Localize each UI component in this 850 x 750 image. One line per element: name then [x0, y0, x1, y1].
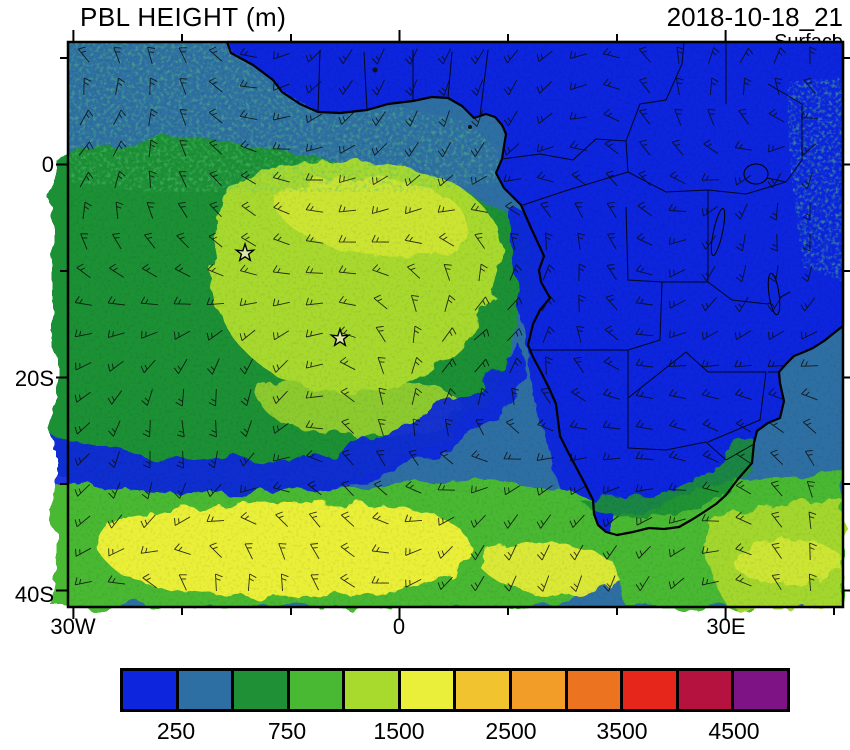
- map-speck: [468, 125, 472, 129]
- colorbar-label: 250: [156, 718, 196, 744]
- colorbar-cell: [623, 668, 679, 712]
- y-tick-label-20s: 20S: [14, 366, 54, 391]
- axis-ticks: [56, 30, 850, 619]
- map-frame: [66, 40, 845, 609]
- colorbar-label: 1500: [373, 718, 425, 744]
- x-tick-label-0: 0: [392, 614, 406, 639]
- colorbar: [120, 668, 790, 712]
- colorbar-cell: [678, 668, 735, 712]
- colorbar-cell: [178, 668, 235, 712]
- colorbar-cell: [289, 668, 346, 712]
- colorbar-cell: [456, 668, 513, 712]
- wind-barbs: [74, 46, 819, 592]
- y-tick-label-40s: 40S: [14, 582, 54, 607]
- x-tick-label-30w: 30W: [50, 614, 96, 639]
- y-tick-label-0: 0: [41, 152, 54, 177]
- map-area: [53, 30, 850, 619]
- colorbar-cell: [234, 668, 290, 712]
- colorbar-cell: [734, 668, 790, 712]
- colorbar-cell: [400, 668, 457, 712]
- colorbar-label: 2500: [485, 718, 537, 744]
- grain-overlay: [68, 42, 843, 607]
- colorbar-label: 3500: [596, 718, 648, 744]
- colorbar-cell: [345, 668, 401, 712]
- colorbar-label: 750: [267, 718, 307, 744]
- colorbar-cell: [512, 668, 568, 712]
- plot-title: PBL HEIGHT (m): [80, 2, 287, 32]
- x-tick-label-30e: 30E: [706, 614, 746, 639]
- map-speck: [372, 67, 378, 73]
- map-canvas: [53, 30, 850, 619]
- country-borders: [317, 41, 803, 461]
- lake-tanganyika: [710, 208, 726, 256]
- colorbar-cell: [120, 668, 179, 712]
- plot-datetime: 2018-10-18_21: [666, 2, 843, 32]
- lake-victoria: [743, 163, 769, 185]
- colorbar-cell: [567, 668, 624, 712]
- colorbar-label: 4500: [708, 718, 760, 744]
